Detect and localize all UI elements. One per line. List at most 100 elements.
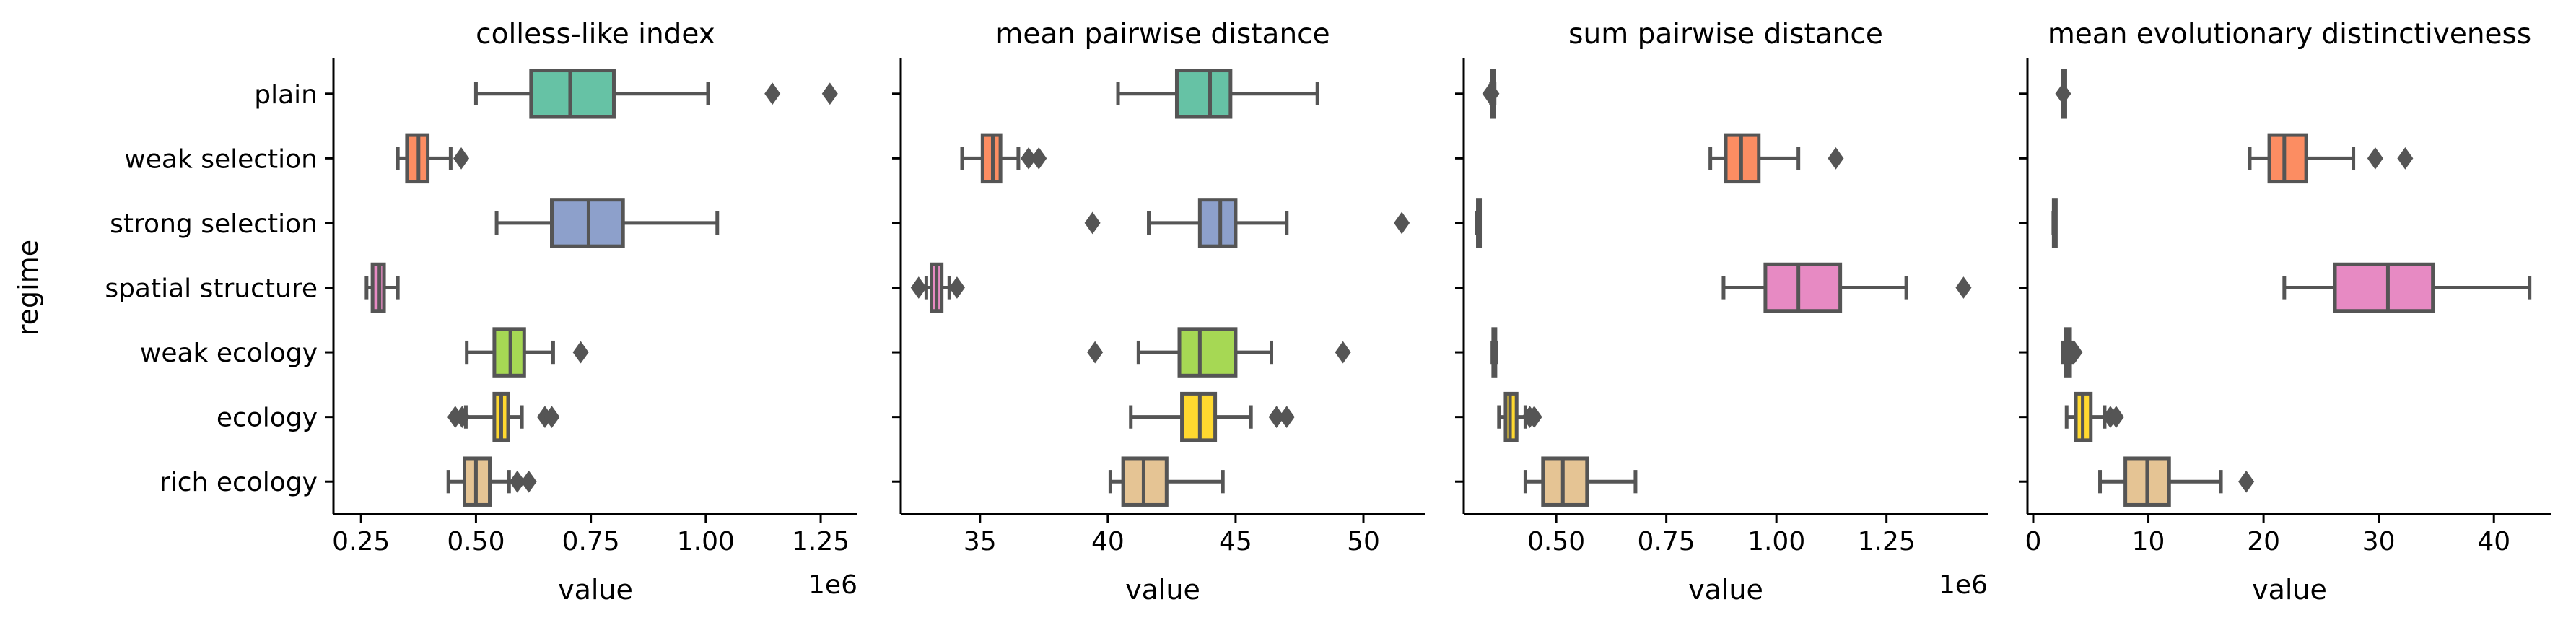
outlier-point (509, 470, 525, 493)
x-tick-label: 30 (2362, 527, 2396, 557)
x-axis-label: value (2252, 574, 2327, 606)
y-tick-label: ecology (217, 404, 318, 433)
box-weak-ecology (1490, 327, 1498, 378)
box-strong-selection (2051, 198, 2058, 248)
panel-4: mean evolutionary distinctiveness 0 10 20 30… (2019, 18, 2551, 606)
box-plain (1116, 69, 1319, 119)
outlier-point (543, 406, 560, 429)
x-axis-label: value (1688, 574, 1763, 606)
x-offset-label: 1e6 (1939, 570, 1988, 600)
outlier-point (1526, 406, 1542, 429)
box-spatial-structure (364, 262, 400, 313)
outlier-point (1031, 147, 1047, 170)
outlier-point (1955, 276, 1972, 299)
box-rich-ecology (1108, 456, 1225, 507)
outlier-point (454, 406, 471, 429)
outlier-point (2066, 341, 2083, 364)
iqr-box (1541, 456, 1589, 507)
box-rich-ecology (446, 456, 537, 507)
outlier-point (453, 147, 470, 170)
y-tick-label: rich ecology (160, 468, 318, 497)
panel-1: colless-like index plain weak selection str… (12, 18, 857, 606)
box-weak-selection (2248, 133, 2414, 184)
x-tick-label: 45 (1219, 527, 1252, 557)
box-spatial-structure (910, 262, 965, 313)
x-tick-label: 0.25 (332, 527, 390, 557)
box-spatial-structure (1721, 262, 1972, 313)
y-tick-label: strong selection (110, 209, 318, 239)
x-tick-label: 10 (2132, 527, 2165, 557)
outlier-point (1335, 341, 1351, 364)
x-tick-label: 40 (2477, 527, 2510, 557)
box-spatial-structure (2282, 262, 2532, 313)
panel-title: mean evolutionary distinctiveness (2048, 18, 2531, 51)
box-weak-ecology (465, 327, 589, 378)
outlier-point (2367, 147, 2383, 170)
outlier-point (520, 470, 537, 493)
x-tick-label: 40 (1091, 527, 1125, 557)
x-tick-label: 1.25 (792, 527, 850, 557)
outlier-point (910, 276, 927, 299)
outlier-point (572, 341, 589, 364)
iqr-box (1174, 69, 1233, 119)
outlier-point (1394, 211, 1410, 235)
x-tick-label: 1.00 (677, 527, 735, 557)
box-ecology (1497, 391, 1542, 442)
panel-3: sum pairwise distance 0.50 0.75 1.00 1.25 val… (1455, 18, 1988, 606)
panel-2: mean pairwise distance 35 40 45 50 value (892, 18, 1425, 606)
box-rich-ecology (1523, 456, 1638, 507)
box-weak-ecology (2061, 327, 2083, 378)
outlier-point (1084, 211, 1101, 235)
iqr-box (1197, 198, 1238, 248)
y-tick-label: plain (254, 80, 318, 110)
box-plain (473, 69, 838, 119)
iqr-box (529, 69, 616, 119)
iqr-box (1177, 327, 1238, 378)
x-axis-label: value (1125, 574, 1200, 606)
outlier-point (2108, 406, 2124, 429)
outlier-point (1828, 147, 1844, 170)
chart-panels: colless-like index plain weak selection str… (12, 18, 2551, 606)
box-strong-selection (494, 198, 720, 248)
x-tick-label: 0.50 (447, 527, 505, 557)
outlier-point (1278, 406, 1295, 429)
iqr-box (1763, 262, 1843, 313)
box-ecology (447, 391, 560, 442)
box-weak-selection (1708, 133, 1844, 184)
outlier-point (1021, 147, 1037, 170)
iqr-box (2333, 262, 2435, 313)
y-tick-label: spatial structure (105, 274, 318, 304)
y-tick-label: weak selection (124, 144, 318, 174)
outlier-point (2397, 147, 2414, 170)
box-ecology (1129, 391, 1295, 442)
x-tick-label: 20 (2247, 527, 2280, 557)
x-tick-label: 0 (2025, 527, 2042, 557)
box-strong-selection (1475, 198, 1483, 248)
x-tick-label: 0.75 (1638, 527, 1695, 557)
panel-title: sum pairwise distance (1568, 18, 1883, 51)
outlier-point (2238, 470, 2255, 493)
outlier-point (1087, 341, 1104, 364)
outlier-point (1483, 82, 1500, 105)
x-offset-label: 1e6 (808, 570, 857, 600)
box-strong-selection (1084, 198, 1410, 248)
x-tick-label: 0.75 (562, 527, 620, 557)
box-ecology (2064, 391, 2124, 442)
x-tick-label: 1.25 (1858, 527, 1916, 557)
outlier-point (1268, 406, 1285, 429)
outlier-point (821, 82, 838, 105)
x-tick-label: 0.50 (1527, 527, 1585, 557)
x-tick-label: 1.00 (1747, 527, 1805, 557)
box-rich-ecology (2098, 456, 2255, 507)
panel-title: mean pairwise distance (995, 18, 1330, 51)
box-plain (2055, 69, 2071, 119)
y-axis-label: regime (12, 240, 44, 336)
y-tick-label: weak ecology (140, 339, 318, 368)
box-weak-selection (396, 133, 470, 184)
outlier-point (2055, 82, 2071, 105)
outlier-point (948, 276, 965, 299)
outlier-point (764, 82, 781, 105)
x-tick-label: 50 (1347, 527, 1380, 557)
box-weak-selection (960, 133, 1047, 184)
